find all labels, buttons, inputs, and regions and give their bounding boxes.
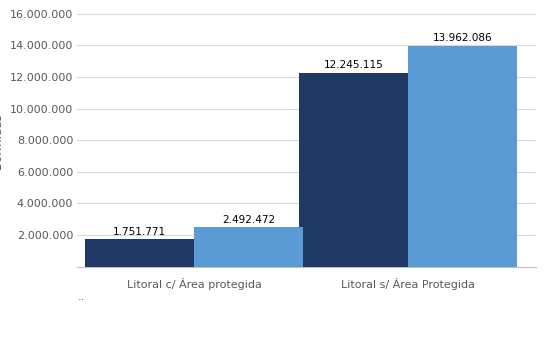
Y-axis label: Dormidas: Dormidas: [0, 112, 4, 169]
Bar: [85, 239, 194, 267]
Text: 13.962.086: 13.962.086: [432, 33, 492, 43]
Text: 12.245.115: 12.245.115: [324, 60, 383, 70]
Text: 1.751.771: 1.751.771: [113, 227, 166, 237]
Text: 2.492.472: 2.492.472: [222, 215, 275, 225]
Bar: [194, 227, 303, 267]
Bar: [299, 73, 408, 267]
Text: ..: ..: [77, 292, 85, 302]
Bar: [408, 46, 517, 267]
Legend: 2004, 2014: 2004, 2014: [255, 338, 358, 342]
